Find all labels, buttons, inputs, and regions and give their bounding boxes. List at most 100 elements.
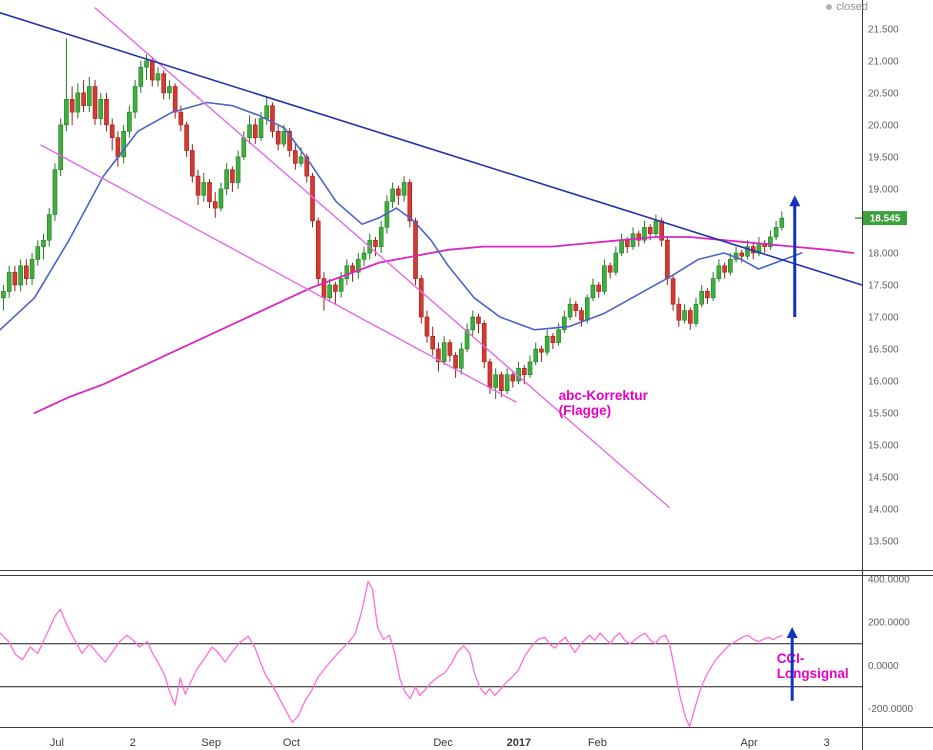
price-axis-label: 14.000 (868, 505, 899, 516)
candle-body (287, 131, 292, 151)
candle-body (665, 239, 670, 279)
candle-body (184, 124, 189, 151)
candle-body (18, 265, 23, 286)
candle (567, 297, 573, 321)
market-status: closed (826, 1, 868, 13)
candle (481, 320, 487, 369)
flag-annotation-text[interactable]: (Flagge) (559, 403, 612, 418)
candle (287, 128, 292, 157)
candle-body (321, 278, 327, 299)
candle-body (579, 310, 584, 321)
candle-body (619, 239, 624, 254)
candle-body (487, 361, 493, 388)
candle (476, 313, 481, 333)
candle (436, 342, 441, 372)
candle (602, 259, 607, 295)
candle-body (504, 374, 510, 392)
flag-annotation-text[interactable]: abc-Korrektur (559, 388, 649, 403)
time-axis-label: Apr (741, 737, 758, 749)
candle-body (670, 278, 676, 305)
candle (252, 118, 258, 145)
candle (539, 345, 544, 362)
flag-lower-trendline[interactable] (40, 144, 517, 403)
cci-annotation-text[interactable]: Longsignal (777, 666, 849, 681)
candle (407, 179, 413, 228)
candle-body (161, 73, 166, 94)
cci-long-arrow-annotation[interactable] (786, 627, 798, 701)
candle (396, 185, 401, 205)
cci-line (0, 580, 783, 728)
candle (121, 124, 126, 164)
candle (441, 336, 447, 366)
candle-body (584, 297, 590, 321)
candle-body (178, 111, 184, 126)
candle-body (573, 303, 579, 311)
last-price-label: 18.545 (870, 214, 901, 225)
price-axis-label: 13.500 (868, 537, 899, 548)
candle (333, 281, 338, 305)
price-axis-label: 20.500 (868, 88, 899, 99)
candle-body (430, 335, 436, 350)
candle (87, 76, 92, 113)
candle-body (550, 335, 556, 343)
candle (590, 278, 596, 301)
candle (327, 278, 332, 301)
price-axis-label: 19.500 (868, 152, 899, 163)
candle (167, 80, 172, 100)
candle (35, 240, 41, 266)
candle-body (607, 265, 613, 273)
candle (224, 163, 229, 196)
candle (64, 38, 69, 132)
candle-body (493, 374, 498, 388)
candle-body (745, 246, 750, 257)
cci-axis-label: -200.0000 (868, 704, 913, 715)
candle-body (6, 271, 12, 292)
cci-annotation-text[interactable]: CCI- (777, 651, 805, 666)
candle-body (687, 310, 693, 324)
candle (550, 333, 556, 349)
candle (41, 233, 46, 260)
candle-body (155, 73, 161, 81)
breakout-arrow-annotation[interactable] (789, 195, 801, 317)
candle-body (235, 156, 241, 183)
candle-body (396, 188, 401, 196)
candle (779, 211, 785, 231)
candle-body (201, 182, 207, 196)
candle-body (413, 220, 418, 279)
candle-body (590, 284, 596, 299)
candle-body (315, 220, 321, 279)
flag-upper-trendline[interactable] (94, 7, 671, 509)
slow-ma-line (33, 236, 855, 415)
candle-body (453, 355, 458, 369)
fast-ma-line (0, 101, 803, 331)
candle (212, 192, 218, 218)
candle-body (418, 278, 424, 318)
candle-body (355, 259, 361, 273)
candle-body (247, 124, 252, 139)
candle-body (710, 278, 716, 299)
candle (607, 262, 613, 279)
candle-body (104, 99, 109, 126)
candle-body (264, 105, 270, 119)
candle (613, 246, 619, 276)
status-dot-icon (826, 4, 833, 10)
candle (573, 301, 579, 317)
candle-body (207, 182, 212, 203)
cci-axis-label: 0.0000 (868, 661, 899, 672)
candle-body (230, 169, 235, 183)
price-axis-label: 18.000 (868, 249, 899, 260)
candle-body (333, 284, 338, 292)
candle-body (630, 233, 636, 247)
candle-body (218, 188, 224, 209)
resistance-trendline[interactable] (0, 12, 863, 286)
price-axis-label: 17.000 (868, 313, 899, 324)
candle (459, 342, 464, 375)
candle (6, 265, 12, 298)
candle-body (407, 182, 413, 222)
candle-body (46, 214, 52, 241)
candle (745, 240, 750, 260)
cci-axis-label: 200.0000 (868, 618, 910, 629)
price-axis-label: 21.000 (868, 56, 899, 67)
arrow-head-icon (789, 195, 801, 207)
